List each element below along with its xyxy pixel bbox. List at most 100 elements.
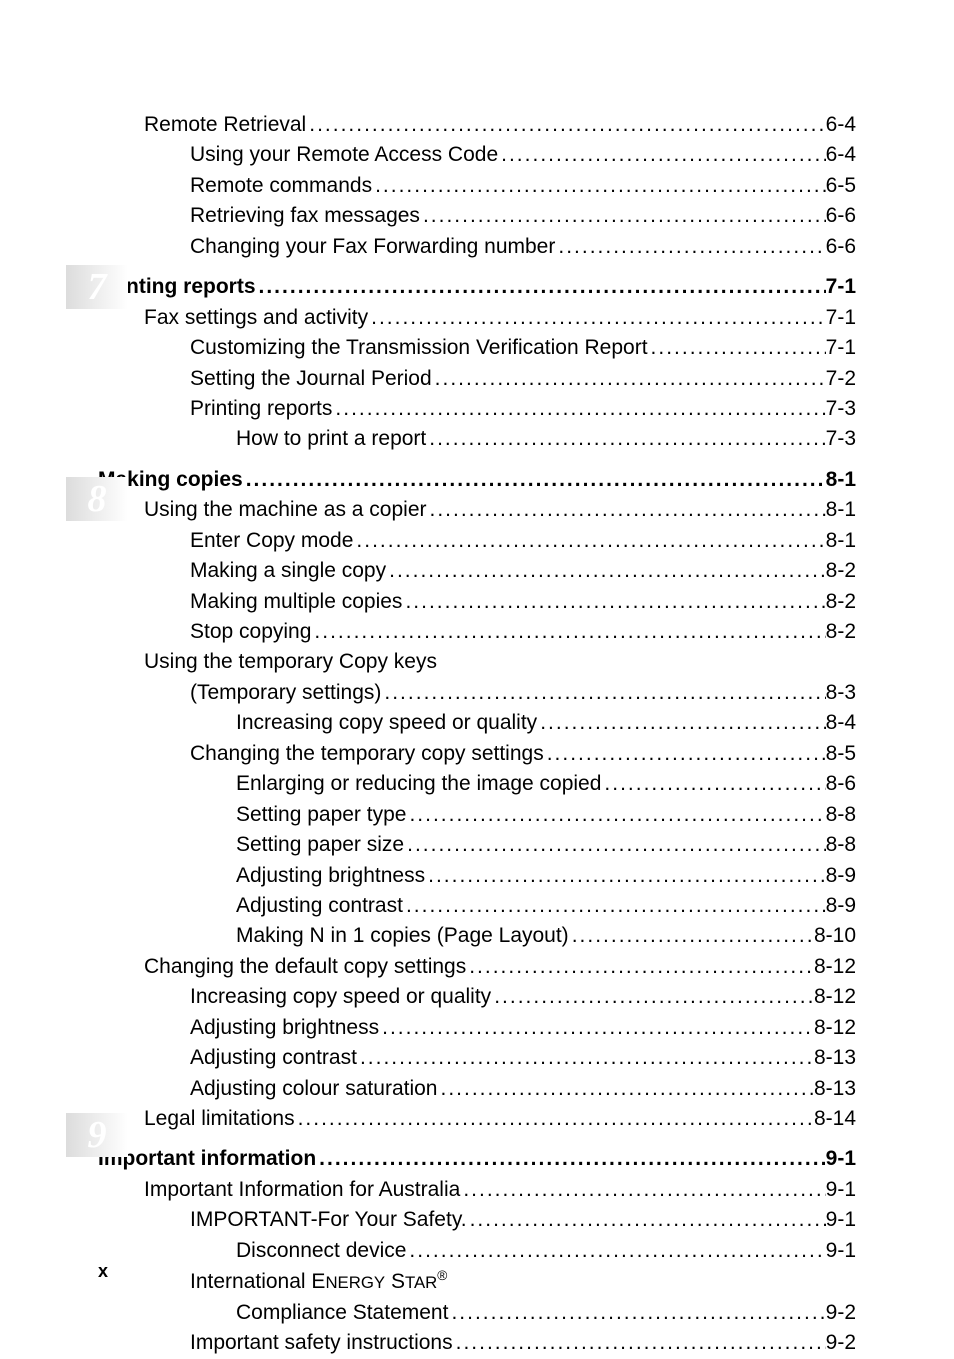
chapter-badge: 8 — [66, 477, 128, 521]
toc-leader-dots — [406, 1236, 825, 1266]
toc-entry-page: 8-13 — [814, 1043, 856, 1073]
toc-entry-label: Increasing copy speed or quality — [236, 708, 537, 738]
toc-entry[interactable]: Changing the default copy settings8-12 — [98, 952, 856, 982]
toc-leader-dots — [381, 678, 825, 708]
toc-entry-page: 8-1 — [826, 465, 856, 495]
toc-leader-dots — [420, 201, 826, 231]
toc-entry[interactable]: Using your Remote Access Code6-4 — [98, 140, 856, 170]
toc-entry-page: 8-2 — [826, 617, 856, 647]
toc-entry-page: 7-3 — [826, 394, 856, 424]
toc-entry[interactable]: Stop copying8-2 — [98, 617, 856, 647]
toc-entry[interactable]: Printing reports7-3 — [98, 394, 856, 424]
toc-entry[interactable]: Adjusting brightness 8-9 — [98, 861, 856, 891]
toc-entry-page: 8-12 — [814, 982, 856, 1012]
toc-entry[interactable]: Changing your Fax Forwarding number6-6 — [98, 232, 856, 262]
toc-entry-page: 8-8 — [826, 800, 856, 830]
toc-entry-page: 8-6 — [826, 769, 856, 799]
toc-entry-label: Making N in 1 copies (Page Layout) — [236, 921, 569, 951]
toc-entry-label: Making a single copy — [190, 556, 386, 586]
toc-entry[interactable]: Adjusting colour saturation 8-13 — [98, 1074, 856, 1104]
toc-entry[interactable]: Retrieving fax messages6-6 — [98, 201, 856, 231]
toc-entry[interactable]: Making N in 1 copies (Page Layout) 8-10 — [98, 921, 856, 951]
toc-entry-page: 6-6 — [826, 201, 856, 231]
toc-entry-page: 9-2 — [826, 1328, 856, 1358]
toc-entry[interactable]: (Temporary settings)8-3 — [98, 678, 856, 708]
toc-entry[interactable]: Important Information for Australia9-1 — [98, 1175, 856, 1205]
toc-entry-page: 8-10 — [814, 921, 856, 951]
toc-entry[interactable]: Making a single copy8-2 — [98, 556, 856, 586]
toc-leader-dots — [372, 171, 826, 201]
toc-entry-label: Adjusting brightness — [236, 861, 425, 891]
toc-entry-label: Using the machine as a copier — [144, 495, 427, 525]
toc-entry[interactable]: Adjusting contrast 8-9 — [98, 891, 856, 921]
toc-entry-page: 6-5 — [826, 171, 856, 201]
toc-entry[interactable]: Using the temporary Copy keys — [98, 647, 856, 677]
toc-entry-page: 9-1 — [826, 1236, 856, 1266]
toc-entry[interactable]: Adjusting contrast8-13 — [98, 1043, 856, 1073]
toc-entry-label: Changing the default copy settings — [144, 952, 466, 982]
toc-leader-dots — [311, 617, 825, 647]
toc-entry-label: Adjusting contrast — [236, 891, 403, 921]
toc-entry-page: 8-2 — [826, 587, 856, 617]
toc-leader-dots — [353, 526, 825, 556]
toc-entry-label: International ENERGY STAR® — [190, 1266, 447, 1297]
toc-entry[interactable]: Legal limitations8-14 — [98, 1104, 856, 1134]
toc-entry[interactable]: Increasing copy speed or quality 8-12 — [98, 982, 856, 1012]
toc-entry-label: Setting the Journal Period — [190, 364, 432, 394]
toc-leader-dots — [569, 921, 814, 951]
toc-leader-dots — [379, 1013, 814, 1043]
toc-entry-page: 8-9 — [826, 891, 856, 921]
toc-entry-label: Fax settings and activity — [144, 303, 368, 333]
toc-leader-dots — [404, 830, 826, 860]
toc-entry[interactable]: Customizing the Transmission Verificatio… — [98, 333, 856, 363]
toc-entry[interactable]: How to print a report7-3 — [98, 424, 856, 454]
toc-entry[interactable]: International ENERGY STAR® — [98, 1266, 856, 1297]
table-of-contents: Remote Retrieval6-4Using your Remote Acc… — [98, 110, 856, 1359]
toc-leader-dots — [601, 769, 825, 799]
toc-entry[interactable]: Enlarging or reducing the image copied8-… — [98, 769, 856, 799]
toc-leader-dots — [460, 1175, 825, 1205]
toc-entry[interactable]: Compliance Statement9-2 — [98, 1298, 856, 1328]
toc-entry-label: Increasing copy speed or quality — [190, 982, 491, 1012]
toc-leader-dots — [402, 587, 825, 617]
toc-entry[interactable]: Making copies8-1 — [98, 465, 856, 495]
toc-leader-dots — [426, 424, 825, 454]
chapter-number: 7 — [88, 265, 107, 309]
toc-entry[interactable]: Printing reports7-1 — [98, 272, 856, 302]
chapter-badge: 7 — [66, 265, 128, 309]
toc-entry[interactable]: Enter Copy mode 8-1 — [98, 526, 856, 556]
toc-leader-dots — [467, 1205, 826, 1235]
toc-entry-label: Adjusting colour saturation — [190, 1074, 437, 1104]
toc-entry-page: 8-8 — [826, 830, 856, 860]
toc-entry[interactable]: Important information9-1 — [98, 1144, 856, 1174]
toc-entry-page: 8-1 — [826, 495, 856, 525]
toc-entry[interactable]: Setting paper type 8-8 — [98, 800, 856, 830]
toc-entry[interactable]: Using the machine as a copier 8-1 — [98, 495, 856, 525]
toc-page: 789 Remote Retrieval6-4Using your Remote… — [0, 0, 954, 1352]
toc-entry[interactable]: Remote commands6-5 — [98, 171, 856, 201]
toc-entry-page: 8-4 — [826, 708, 856, 738]
toc-entry-label: Important information — [98, 1144, 316, 1174]
toc-entry[interactable]: Adjusting brightness8-12 — [98, 1013, 856, 1043]
toc-entry-label: Disconnect device — [236, 1236, 406, 1266]
toc-leader-dots — [498, 140, 826, 170]
toc-entry[interactable]: Setting paper size8-8 — [98, 830, 856, 860]
toc-entry[interactable]: Fax settings and activity7-1 — [98, 303, 856, 333]
toc-entry[interactable]: IMPORTANT-For Your Safety.9-1 — [98, 1205, 856, 1235]
toc-entry[interactable]: Setting the Journal Period7-2 — [98, 364, 856, 394]
toc-entry-page: 8-1 — [826, 526, 856, 556]
toc-entry-page: 8-9 — [826, 861, 856, 891]
toc-entry-label: Customizing the Transmission Verificatio… — [190, 333, 648, 363]
toc-leader-dots — [544, 739, 826, 769]
toc-entry-page: 8-13 — [814, 1074, 856, 1104]
toc-entry-page: 9-1 — [826, 1205, 856, 1235]
toc-entry-label: Enter Copy mode — [190, 526, 353, 556]
toc-entry[interactable]: Changing the temporary copy settings8-5 — [98, 739, 856, 769]
toc-entry[interactable]: Remote Retrieval6-4 — [98, 110, 856, 140]
toc-entry[interactable]: Increasing copy speed or quality 8-4 — [98, 708, 856, 738]
toc-entry[interactable]: Important safety instructions9-2 — [98, 1328, 856, 1358]
toc-entry[interactable]: Disconnect device 9-1 — [98, 1236, 856, 1266]
toc-entry[interactable]: Making multiple copies8-2 — [98, 587, 856, 617]
toc-entry-label: Setting paper type — [236, 800, 406, 830]
toc-entry-label: Using the temporary Copy keys — [144, 647, 437, 677]
